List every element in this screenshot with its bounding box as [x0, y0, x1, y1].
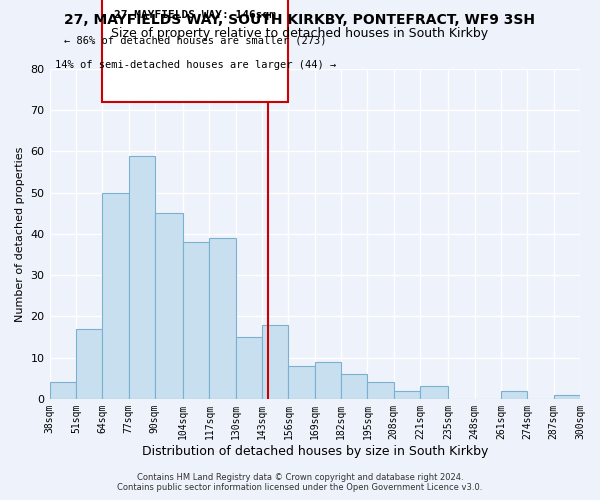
Y-axis label: Number of detached properties: Number of detached properties [15, 146, 25, 322]
Bar [262, 324, 289, 399]
Bar [76, 328, 102, 399]
Bar [183, 242, 209, 399]
Bar [50, 382, 76, 399]
Bar [341, 374, 367, 399]
X-axis label: Distribution of detached houses by size in South Kirkby: Distribution of detached houses by size … [142, 444, 488, 458]
Text: Contains HM Land Registry data © Crown copyright and database right 2024.
Contai: Contains HM Land Registry data © Crown c… [118, 473, 482, 492]
Bar [367, 382, 394, 399]
Text: ← 86% of detached houses are smaller (273): ← 86% of detached houses are smaller (27… [64, 35, 326, 45]
Text: 14% of semi-detached houses are larger (44) →: 14% of semi-detached houses are larger (… [55, 60, 336, 70]
Bar [394, 390, 420, 399]
Text: Size of property relative to detached houses in South Kirkby: Size of property relative to detached ho… [112, 28, 488, 40]
Bar [501, 390, 527, 399]
Bar [128, 156, 155, 399]
Bar [554, 394, 580, 399]
Bar [236, 337, 262, 399]
Bar [315, 362, 341, 399]
Text: 27, MAYFIELDS WAY, SOUTH KIRKBY, PONTEFRACT, WF9 3SH: 27, MAYFIELDS WAY, SOUTH KIRKBY, PONTEFR… [65, 12, 536, 26]
Bar [102, 192, 128, 399]
Bar [209, 238, 236, 399]
Text: 27 MAYFIELDS WAY: 146sqm: 27 MAYFIELDS WAY: 146sqm [115, 10, 277, 20]
Bar [289, 366, 315, 399]
Bar [155, 214, 183, 399]
FancyBboxPatch shape [102, 0, 289, 102]
Bar [420, 386, 448, 399]
